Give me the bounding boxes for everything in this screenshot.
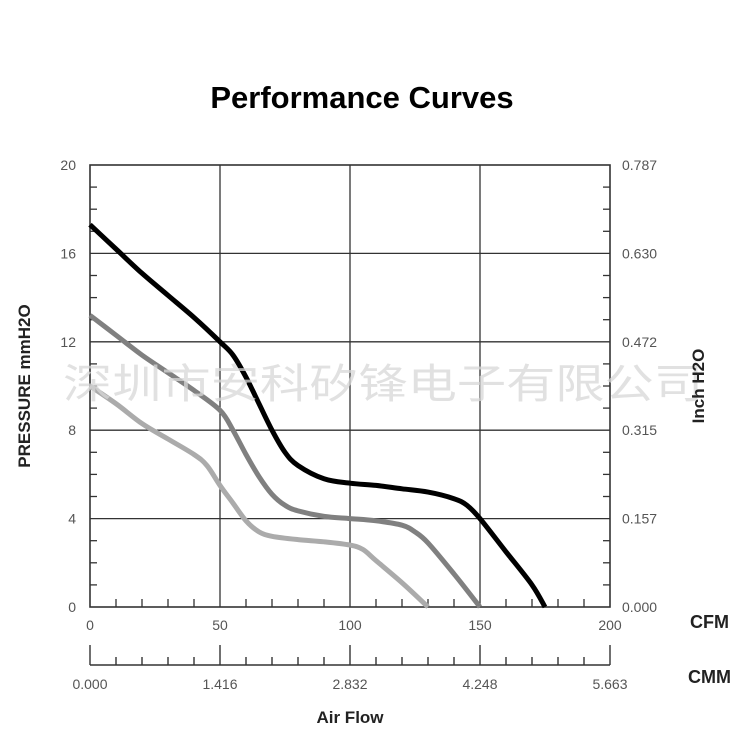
y-axis-label-right: Inch H2O [689,349,708,424]
y-tick-labels-right: 0.000 0.157 0.315 0.472 0.630 0.787 [622,157,657,615]
x-tick-label-cfm: 200 [598,617,622,633]
series-line-curve-high [88,222,548,609]
y-tick-label-right: 0.000 [622,599,657,615]
y-tick-label-left: 20 [60,157,76,173]
x-unit-cfm: CFM [690,612,729,632]
x-tick-label-cmm: 4.248 [462,676,497,692]
y-tick-label-right: 0.157 [622,511,657,527]
x-tick-label-cfm: 0 [86,617,94,633]
y-tick-labels-left: 0 4 8 12 16 20 [60,157,76,615]
x-tick-label-cfm: 50 [212,617,228,633]
x-tick-label-cmm: 0.000 [72,676,107,692]
x-tick-label-cmm: 1.416 [202,676,237,692]
x-tick-label-cfm: 100 [338,617,362,633]
y-tick-label-left: 4 [68,511,76,527]
x-unit-cmm: CMM [688,667,731,687]
x-axis-label: Air Flow [316,708,384,727]
chart-title: Performance Curves [210,80,513,115]
y-tick-label-right: 0.472 [622,334,657,350]
y-tick-label-left: 16 [60,245,76,261]
y-axis-label-left: PRESSURE mmH2O [15,304,34,467]
series-line-curve-low [88,383,430,609]
series-group [88,222,548,609]
watermark-text: 深圳市安科矽锋电子有限公司 [63,360,703,408]
y-tick-label-left: 12 [60,334,76,350]
x-tick-labels-cfm: 0 50 100 150 200 [86,617,622,633]
y-tick-label-right: 0.787 [622,157,657,173]
y-tick-label-right: 0.630 [622,245,657,261]
y-tick-label-left: 0 [68,599,76,615]
y-tick-label-left: 8 [68,422,76,438]
series-line-curve-medium [88,313,482,609]
x-tick-label-cfm: 150 [468,617,492,633]
x-tick-labels-cmm: 0.000 1.416 2.832 4.248 5.663 [72,676,627,692]
x-tick-label-cmm: 2.832 [332,676,367,692]
x-tick-label-cmm: 5.663 [592,676,627,692]
y-tick-label-right: 0.315 [622,422,657,438]
